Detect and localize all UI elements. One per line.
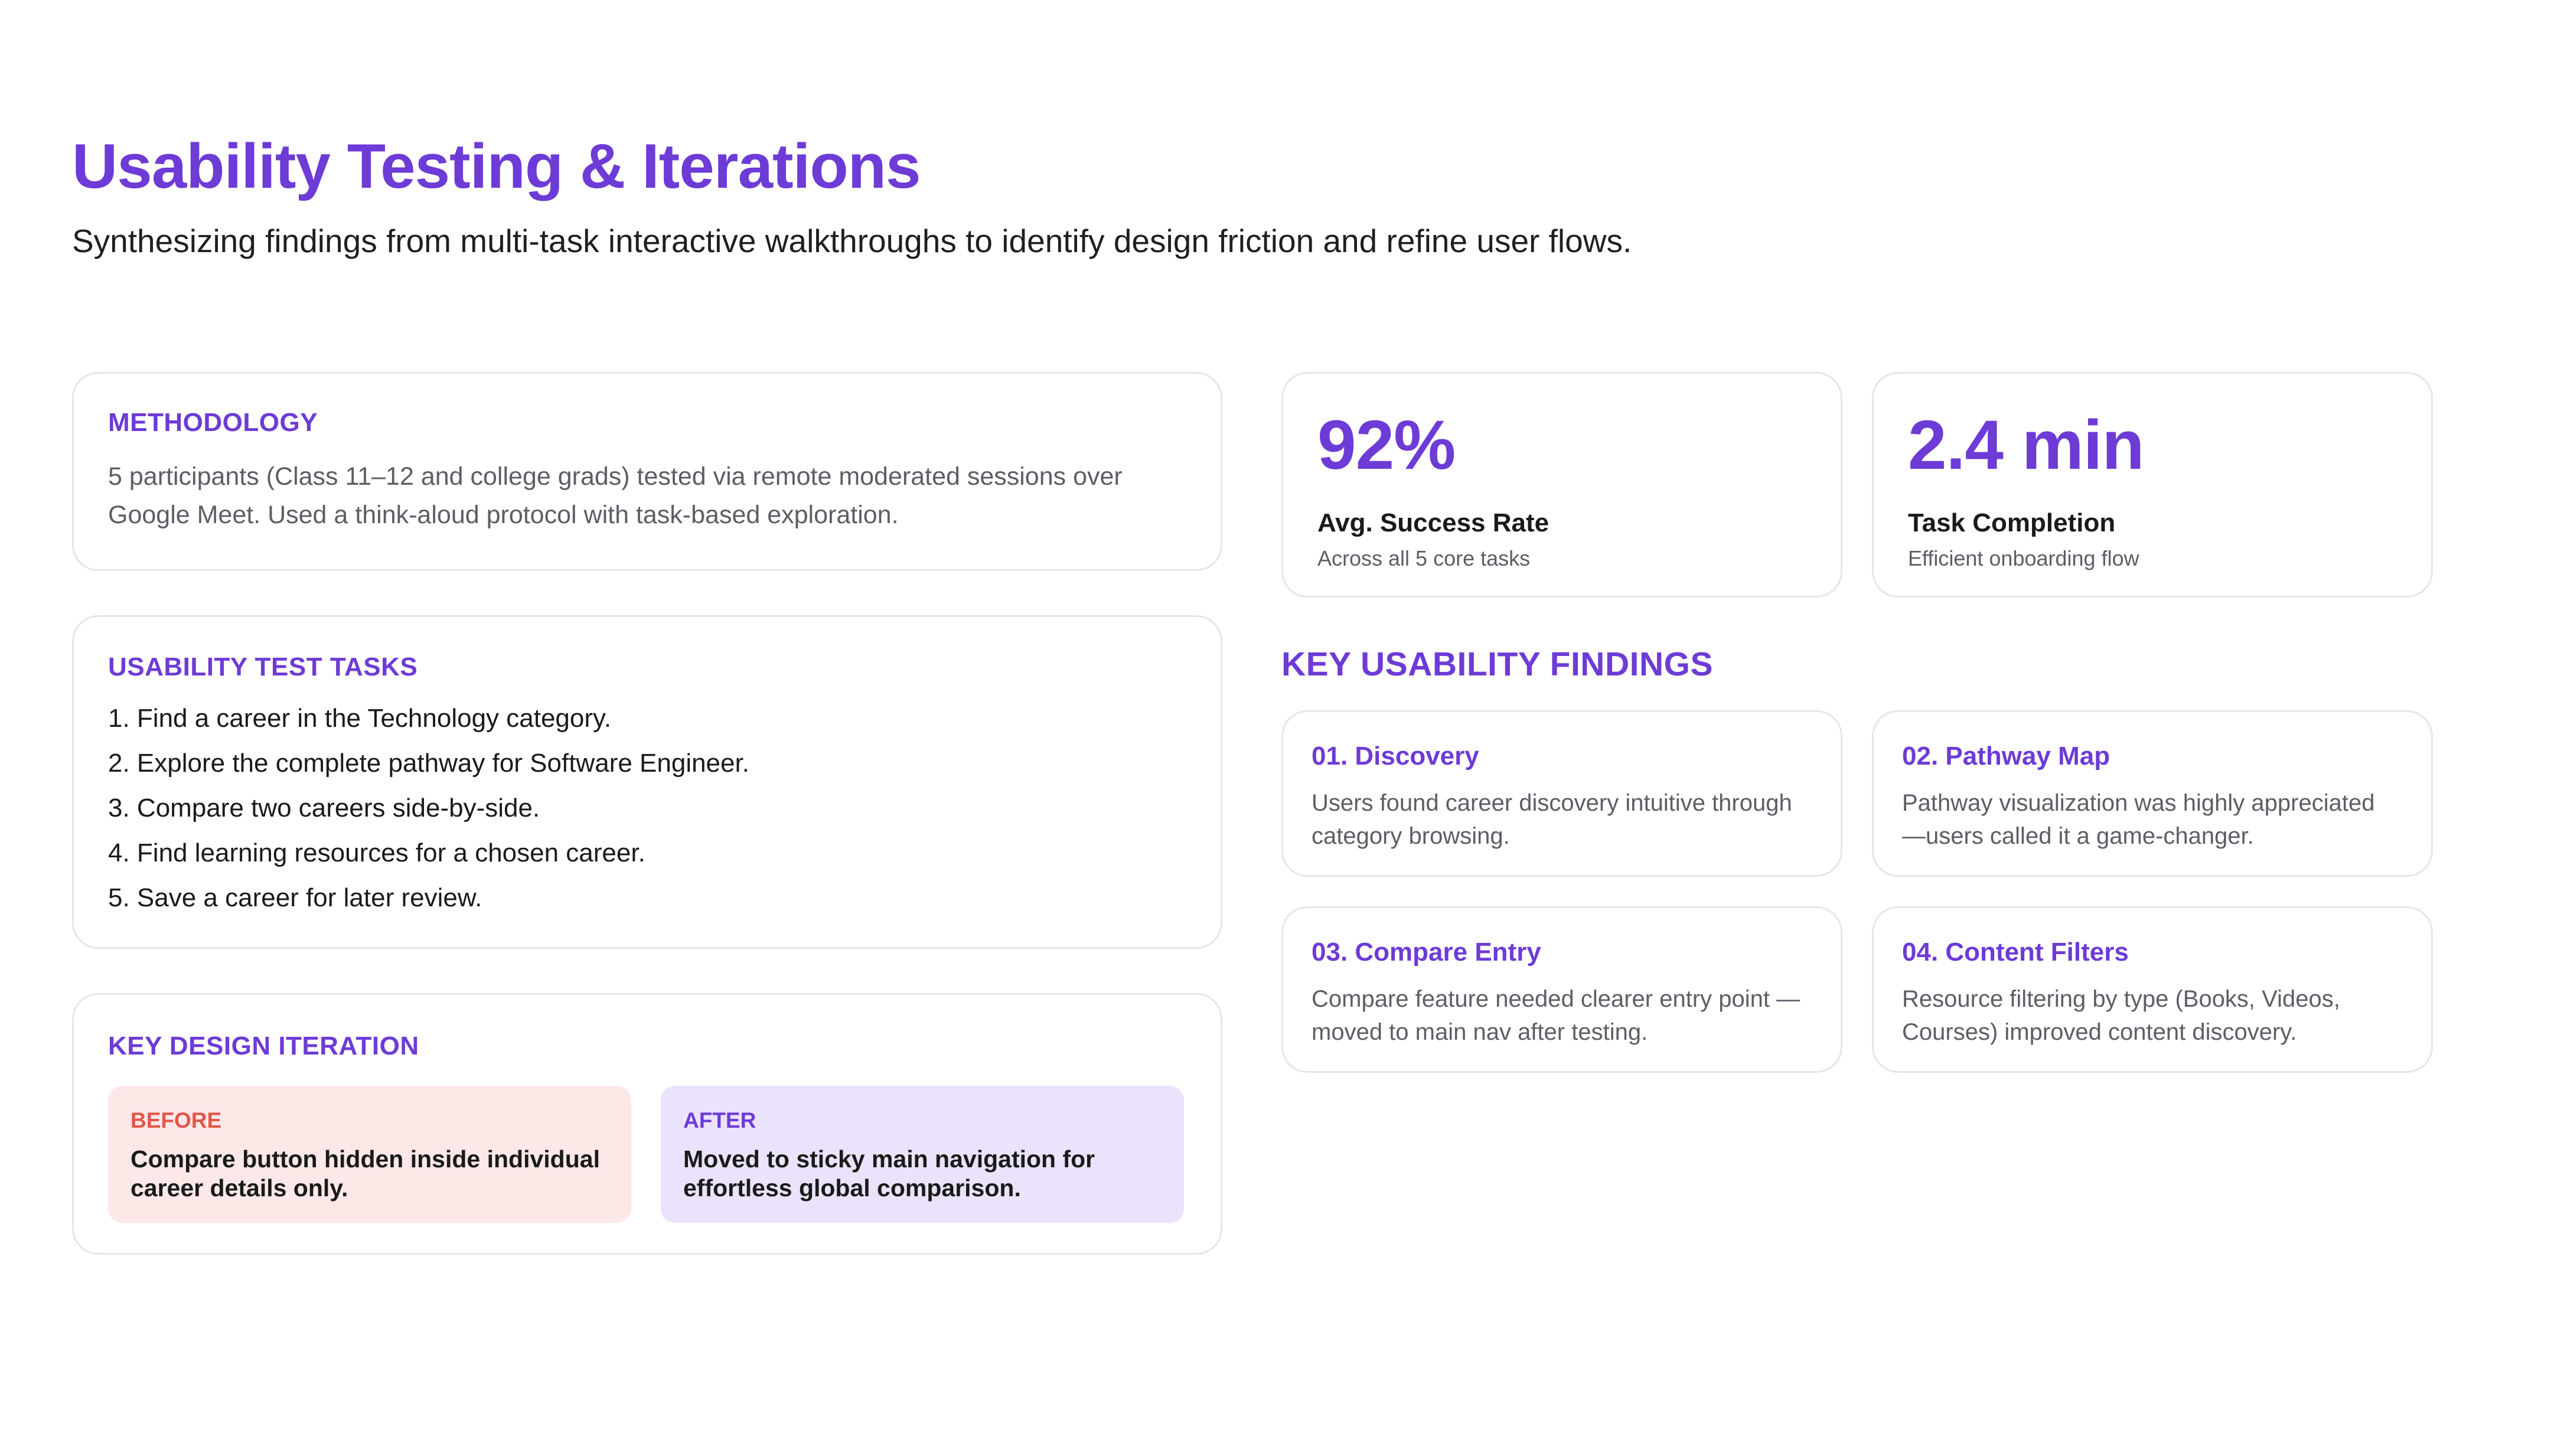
task-item: 3. Compare two careers side-by-side. [108, 794, 540, 822]
stat-label: Avg. Success Rate [1317, 508, 1549, 537]
task-item: 4. Find learning resources for a chosen … [108, 838, 645, 867]
finding-text: Compare feature needed clearer entry poi… [1312, 986, 1800, 1045]
after-text: Moved to sticky main navigation for effo… [683, 1145, 1095, 1202]
finding-card-content-filters: 04. Content Filters Resource filtering b… [1872, 906, 2433, 1073]
after-tag: AFTER [683, 1108, 756, 1132]
task-item: 1. Find a career in the Technology categ… [108, 704, 611, 733]
finding-title: 02. Pathway Map [1902, 742, 2110, 771]
before-tag: BEFORE [131, 1108, 222, 1132]
before-box: BEFORE Compare button hidden inside indi… [108, 1086, 631, 1223]
stat-value: 92% [1317, 406, 1456, 484]
finding-card-discovery: 01. Discovery Users found career discove… [1281, 710, 1842, 877]
stat-caption: Efficient onboarding flow [1908, 546, 2139, 570]
iteration-card: KEY DESIGN ITERATION BEFORE Compare butt… [72, 993, 1222, 1255]
stat-card-success-rate: 92% Avg. Success Rate Across all 5 core … [1281, 372, 1842, 598]
finding-card-compare-entry: 03. Compare Entry Compare feature needed… [1281, 906, 1842, 1073]
iteration-label: KEY DESIGN ITERATION [108, 1031, 419, 1060]
task-item: 5. Save a career for later review. [108, 883, 482, 912]
finding-text: Users found career discovery intuitive t… [1312, 790, 1792, 849]
tasks-card: USABILITY TEST TASKS 1. Find a career in… [72, 615, 1222, 949]
stat-value: 2.4 min [1908, 406, 2145, 484]
finding-text: Pathway visualization was highly appreci… [1902, 790, 2375, 849]
methodology-text: 5 participants (Class 11–12 and college … [108, 462, 1123, 529]
stat-caption: Across all 5 core tasks [1317, 546, 1531, 570]
finding-text: Resource filtering by type (Books, Video… [1902, 986, 2340, 1045]
stat-card-task-completion: 2.4 min Task Completion Efficient onboar… [1872, 372, 2433, 598]
page-title: Usability Testing & Iterations [72, 130, 921, 201]
iteration-comparison: BEFORE Compare button hidden inside indi… [108, 1086, 1186, 1223]
methodology-label: METHODOLOGY [108, 408, 318, 437]
task-item: 2. Explore the complete pathway for Soft… [108, 749, 749, 778]
tasks-list: 1. Find a career in the Technology categ… [108, 696, 1186, 920]
methodology-card: METHODOLOGY 5 participants (Class 11–12 … [72, 372, 1222, 571]
finding-title: 01. Discovery [1312, 742, 1479, 771]
page-subtitle: Synthesizing findings from multi-task in… [72, 223, 1632, 259]
after-box: AFTER Moved to sticky main navigation fo… [661, 1086, 1184, 1223]
finding-title: 03. Compare Entry [1312, 938, 1541, 967]
findings-heading: KEY USABILITY FINDINGS [1281, 645, 1713, 683]
stat-label: Task Completion [1908, 508, 2116, 537]
finding-card-pathway-map: 02. Pathway Map Pathway visualization wa… [1872, 710, 2433, 877]
finding-title: 04. Content Filters [1902, 938, 2129, 967]
tasks-label: USABILITY TEST TASKS [108, 652, 418, 681]
before-text: Compare button hidden inside individual … [131, 1145, 600, 1202]
